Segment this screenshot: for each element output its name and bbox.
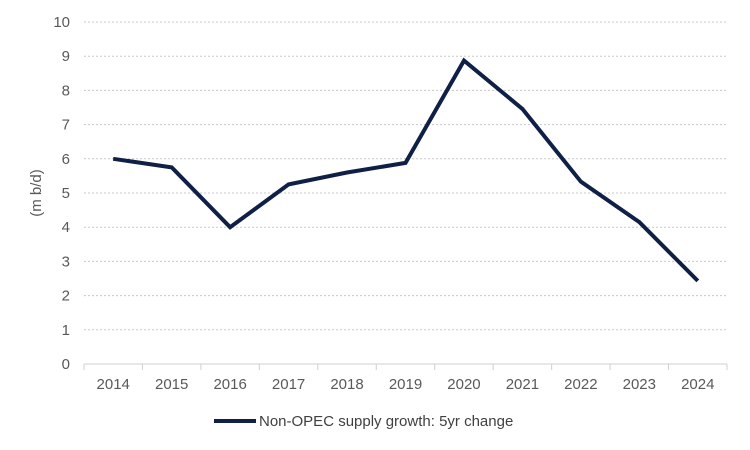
- y-tick-label: 9: [62, 48, 70, 65]
- y-tick-label: 0: [62, 356, 70, 373]
- y-tick-label: 5: [62, 185, 70, 202]
- legend-label: Non-OPEC supply growth: 5yr change: [259, 413, 513, 430]
- y-tick-label: 6: [62, 151, 70, 168]
- x-tick-label: 2016: [213, 376, 246, 393]
- x-tick-label: 2024: [681, 376, 714, 393]
- x-tick-label: 2022: [564, 376, 597, 393]
- x-axis: [83, 363, 728, 370]
- series-lines: [112, 57, 700, 283]
- y-tick-label: 2: [62, 288, 70, 305]
- x-axis-ticks: 2014 2015 2016 2017 2018 2019 2020 2021 2022 2023…: [97, 376, 715, 393]
- x-tick-label: 2020: [447, 376, 480, 393]
- y-tick-label: 1: [62, 322, 70, 339]
- x-tick-label: 2019: [389, 376, 422, 393]
- y-tick-label: 4: [62, 219, 70, 236]
- gridlines: [84, 21, 727, 331]
- x-tick-label: 2015: [155, 376, 188, 393]
- x-tick-label: 2014: [97, 376, 130, 393]
- legend: Non-OPEC supply growth: 5yr change: [214, 413, 513, 430]
- y-tick-label: 8: [62, 82, 70, 99]
- y-tick-label: 3: [62, 253, 70, 270]
- x-tick-label: 2023: [623, 376, 656, 393]
- x-tick-label: 2021: [506, 376, 539, 393]
- x-tick-label: 2018: [330, 376, 363, 393]
- y-tick-label: 7: [62, 117, 70, 134]
- y-axis-ticks: 0 1 2 3 4 5 6 7 8 9 10: [53, 14, 70, 373]
- x-tick-label: 2017: [272, 376, 305, 393]
- y-axis-label: (m b/d): [28, 169, 45, 217]
- series-line: [112, 57, 700, 283]
- y-tick-label: 10: [53, 14, 70, 31]
